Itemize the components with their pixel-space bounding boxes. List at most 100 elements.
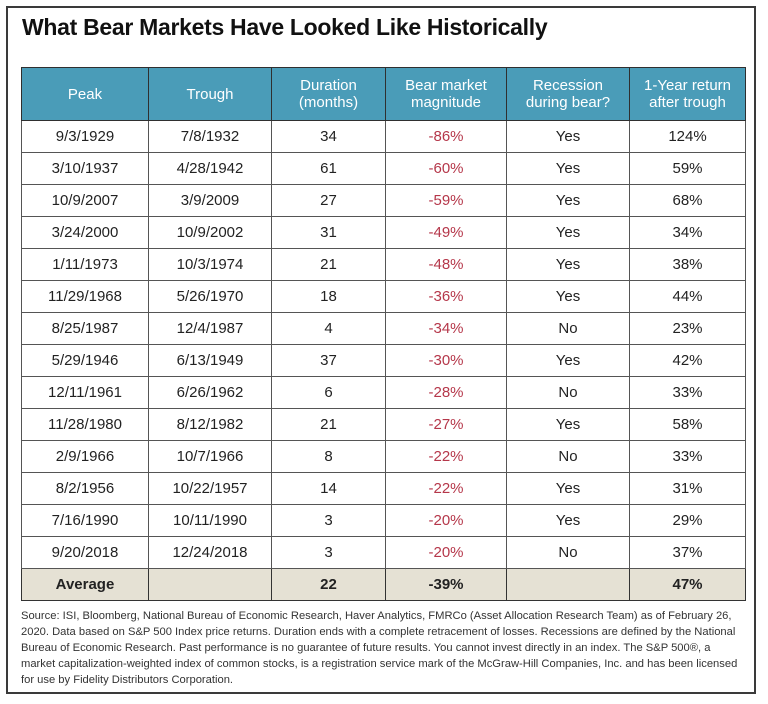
header-magnitude: Bear market magnitude xyxy=(385,67,507,121)
cell-magnitude: -49% xyxy=(385,216,507,249)
cell-magnitude: -22% xyxy=(385,440,507,473)
cell-return: 34% xyxy=(629,216,746,249)
cell-return: 37% xyxy=(629,536,746,569)
cell-return: 59% xyxy=(629,152,746,185)
bear-markets-table: Peak Trough Duration (months) Bear market mag… xyxy=(21,67,746,601)
cell-duration: 3 xyxy=(271,504,386,537)
cell-recession: Yes xyxy=(506,408,630,441)
cell-duration: 8 xyxy=(271,440,386,473)
cell-magnitude: -20% xyxy=(385,536,507,569)
table-row: 3/24/2000 10/9/2002 31 -49% Yes 34% xyxy=(21,216,746,249)
table-row: 8/25/1987 12/4/1987 4 -34% No 23% xyxy=(21,312,746,345)
cell-duration: 4 xyxy=(271,312,386,345)
cell-duration: 31 xyxy=(271,216,386,249)
cell-duration: 3 xyxy=(271,536,386,569)
table-row: 11/29/1968 5/26/1970 18 -36% Yes 44% xyxy=(21,280,746,313)
cell-trough: 10/3/1974 xyxy=(148,248,272,281)
cell-recession: No xyxy=(506,376,630,409)
cell-peak: 3/10/1937 xyxy=(21,152,149,185)
cell-trough: 8/12/1982 xyxy=(148,408,272,441)
cell-return: 33% xyxy=(629,376,746,409)
cell-magnitude: -30% xyxy=(385,344,507,377)
cell-trough: 12/24/2018 xyxy=(148,536,272,569)
cell-duration: 34 xyxy=(271,120,386,153)
cell-return: 42% xyxy=(629,344,746,377)
header-return: 1-Year return after trough xyxy=(629,67,746,121)
cell-duration: 27 xyxy=(271,184,386,217)
cell-recession: Yes xyxy=(506,344,630,377)
cell-recession xyxy=(506,568,630,601)
cell-trough: 10/9/2002 xyxy=(148,216,272,249)
cell-duration: 22 xyxy=(271,568,386,601)
cell-return: 68% xyxy=(629,184,746,217)
cell-magnitude: -34% xyxy=(385,312,507,345)
table-row: 12/11/1961 6/26/1962 6 -28% No 33% xyxy=(21,376,746,409)
cell-duration: 61 xyxy=(271,152,386,185)
cell-recession: No xyxy=(506,440,630,473)
cell-duration: 6 xyxy=(271,376,386,409)
table-row: 3/10/1937 4/28/1942 61 -60% Yes 59% xyxy=(21,152,746,185)
header-return-line: 1-Year return xyxy=(644,77,731,94)
cell-magnitude: -27% xyxy=(385,408,507,441)
cell-recession: Yes xyxy=(506,184,630,217)
cell-trough: 10/7/1966 xyxy=(148,440,272,473)
cell-return: 33% xyxy=(629,440,746,473)
cell-magnitude: -28% xyxy=(385,376,507,409)
cell-duration: 37 xyxy=(271,344,386,377)
cell-trough: 4/28/1942 xyxy=(148,152,272,185)
header-trough: Trough xyxy=(148,67,272,121)
cell-return: 29% xyxy=(629,504,746,537)
table-row: 11/28/1980 8/12/1982 21 -27% Yes 58% xyxy=(21,408,746,441)
cell-recession: Yes xyxy=(506,152,630,185)
header-recession: Recession during bear? xyxy=(506,67,630,121)
cell-duration: 18 xyxy=(271,280,386,313)
cell-peak: 5/29/1946 xyxy=(21,344,149,377)
cell-peak: 8/25/1987 xyxy=(21,312,149,345)
cell-recession: Yes xyxy=(506,280,630,313)
cell-trough: 10/11/1990 xyxy=(148,504,272,537)
cell-return: 31% xyxy=(629,472,746,505)
cell-peak: 7/16/1990 xyxy=(21,504,149,537)
table-row: 2/9/1966 10/7/1966 8 -22% No 33% xyxy=(21,440,746,473)
cell-return: 23% xyxy=(629,312,746,345)
cell-peak: 9/3/1929 xyxy=(21,120,149,153)
cell-magnitude: -36% xyxy=(385,280,507,313)
cell-duration: 21 xyxy=(271,408,386,441)
table-row: 10/9/2007 3/9/2009 27 -59% Yes 68% xyxy=(21,184,746,217)
table-row: 9/3/1929 7/8/1932 34 -86% Yes 124% xyxy=(21,120,746,153)
cell-magnitude: -22% xyxy=(385,472,507,505)
cell-trough xyxy=(148,568,272,601)
cell-return: 124% xyxy=(629,120,746,153)
header-recession-line: during bear? xyxy=(525,94,611,111)
cell-magnitude: -86% xyxy=(385,120,507,153)
header-magnitude-line: magnitude xyxy=(410,94,482,111)
source-note: Source: ISI, Bloomberg, National Bureau … xyxy=(21,610,738,686)
header-return-line: after trough xyxy=(649,94,726,111)
table-row: 8/2/1956 10/22/1957 14 -22% Yes 31% xyxy=(21,472,746,505)
cell-peak: Average xyxy=(21,568,149,601)
table-body: 9/3/1929 7/8/1932 34 -86% Yes 124% 3/10/1937 4/… xyxy=(21,120,746,601)
cell-peak: 11/28/1980 xyxy=(21,408,149,441)
table-row: 5/29/1946 6/13/1949 37 -30% Yes 42% xyxy=(21,344,746,377)
cell-trough: 5/26/1970 xyxy=(148,280,272,313)
cell-magnitude: -39% xyxy=(385,568,507,601)
cell-trough: 12/4/1987 xyxy=(148,312,272,345)
cell-trough: 10/22/1957 xyxy=(148,472,272,505)
cell-recession: Yes xyxy=(506,472,630,505)
cell-peak: 1/11/1973 xyxy=(21,248,149,281)
cell-duration: 21 xyxy=(271,248,386,281)
header-recession-line: Recession xyxy=(532,77,604,94)
chart-title: What Bear Markets Have Looked Like Histo… xyxy=(22,14,548,40)
cell-peak: 3/24/2000 xyxy=(21,216,149,249)
cell-peak: 8/2/1956 xyxy=(21,472,149,505)
cell-return: 44% xyxy=(629,280,746,313)
table-row: 9/20/2018 12/24/2018 3 -20% No 37% xyxy=(21,536,746,569)
cell-trough: 3/9/2009 xyxy=(148,184,272,217)
header-magnitude-line: Bear market xyxy=(405,77,487,94)
cell-peak: 2/9/1966 xyxy=(21,440,149,473)
cell-return: 47% xyxy=(629,568,746,601)
cell-recession: Yes xyxy=(506,504,630,537)
cell-recession: Yes xyxy=(506,120,630,153)
header-duration-line: (months) xyxy=(298,94,359,111)
cell-trough: 6/13/1949 xyxy=(148,344,272,377)
